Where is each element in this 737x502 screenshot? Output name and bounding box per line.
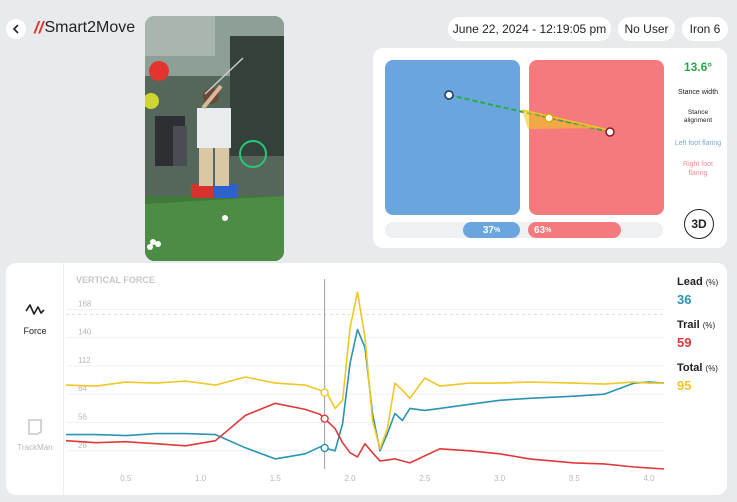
- cursor-marker-lead: [320, 443, 329, 453]
- x-tick-label: 3.0: [494, 474, 506, 483]
- y-tick-label: 112: [78, 356, 91, 365]
- x-tick-label: 2.5: [419, 474, 431, 483]
- x-tick-label: 2.0: [344, 474, 356, 483]
- app-logo: // Smart2Move: [34, 18, 135, 38]
- y-tick-label: 28: [78, 441, 87, 450]
- cursor-marker-trail: [320, 414, 329, 423]
- cursor-marker-total: [320, 388, 329, 397]
- balance-track: [385, 222, 663, 238]
- user-label: No User: [624, 22, 669, 36]
- swing-video-frame: [145, 16, 284, 261]
- legend-total-unit: (%): [705, 364, 718, 373]
- sidebar-item-force[interactable]: Force: [15, 303, 55, 336]
- sidebar: Force TrackMan: [6, 263, 64, 495]
- right-foot-marker: [605, 127, 615, 137]
- swing-video[interactable]: [145, 16, 284, 261]
- x-tick-label: 4.0: [643, 474, 655, 483]
- waveform-icon: [25, 304, 45, 315]
- right-balance-pill: 63%: [528, 222, 621, 238]
- y-tick-label: 168: [78, 299, 92, 308]
- stance-alignment-label: Stance alignment: [683, 109, 713, 124]
- back-button[interactable]: [6, 19, 26, 39]
- left-balance-pill: 37%: [463, 222, 520, 238]
- left-balance-unit: %: [493, 226, 501, 234]
- legend-total-label: Total: [677, 362, 703, 374]
- club-label: Iron 6: [689, 22, 721, 36]
- y-tick-label: 140: [78, 328, 92, 337]
- legend-total-value: 95: [677, 378, 692, 393]
- session-datetime-button[interactable]: June 22, 2024 - 12:19:05 pm: [448, 17, 611, 41]
- legend-lead-unit: (%): [705, 278, 719, 287]
- y-tick-label: 84: [78, 384, 87, 393]
- x-tick-label: 3.5: [569, 474, 581, 483]
- x-tick-label: 1.0: [195, 474, 207, 483]
- stance-alignment-wedge: [522, 110, 603, 129]
- legend-trail-value: 59: [677, 335, 692, 350]
- x-tick-label: 1.5: [270, 474, 282, 483]
- app-name: Smart2Move: [44, 19, 136, 36]
- legend-lead-label: Lead: [677, 276, 703, 288]
- right-balance-value: 63: [534, 224, 546, 236]
- sidebar-item-trackman-label: TrackMan: [17, 443, 53, 452]
- alignment-marker: [544, 113, 554, 123]
- sidebar-item-force-label: Force: [23, 326, 47, 336]
- right-balance-unit: %: [545, 226, 552, 234]
- session-datetime: June 22, 2024 - 12:19:05 pm: [452, 22, 607, 36]
- logo-mark-icon: //: [34, 18, 44, 37]
- left-foot-flaring-label: Left foot flaring: [674, 140, 722, 147]
- stance-angle-value: 13.6°: [683, 60, 713, 74]
- right-foot-zone: [529, 60, 664, 215]
- stance-width-label: Stance width: [677, 89, 719, 96]
- stance-diagram: +: [385, 60, 664, 238]
- alignment-line: [521, 109, 610, 131]
- legend-lead: Lead (%) 36: [677, 276, 718, 307]
- center-cross: +: [521, 132, 527, 143]
- view-3d-label: 3D: [691, 217, 707, 231]
- chevron-left-icon: [12, 24, 19, 34]
- trackman-icon: [28, 419, 42, 435]
- legend-total: Total (%) 95: [677, 362, 718, 393]
- vertical-force-chart[interactable]: VERTICAL FORCE 28 56 84 112 140 168 0.5 1.0 1.5…: [66, 269, 666, 491]
- left-foot-zone: [385, 60, 520, 215]
- stance-card: + 37% 63% 13.6° Stance width Stance alig…: [373, 48, 727, 248]
- sidebar-item-trackman[interactable]: TrackMan: [10, 418, 60, 452]
- right-foot-flaring-label: Right foot flaring: [683, 161, 713, 177]
- legend-trail-label: Trail: [677, 319, 700, 331]
- left-foot-marker: [444, 90, 454, 100]
- series-trail-line: [66, 402, 665, 470]
- legend-trail-unit: (%): [702, 321, 716, 330]
- user-selector[interactable]: No User: [618, 17, 675, 41]
- y-tick-label: 56: [78, 413, 87, 422]
- series-total-line: [66, 291, 664, 450]
- club-selector[interactable]: Iron 6: [682, 17, 728, 41]
- chart-title: VERTICAL FORCE: [76, 275, 155, 285]
- view-3d-button[interactable]: 3D: [684, 209, 714, 239]
- legend-trail: Trail (%) 59: [677, 319, 715, 350]
- legend-lead-value: 36: [677, 292, 692, 307]
- force-panel: Force TrackMan VERTICAL FORCE 28 56 84 112 1…: [6, 263, 727, 495]
- x-tick-label: 0.5: [120, 474, 132, 483]
- left-balance-value: 37: [482, 224, 494, 236]
